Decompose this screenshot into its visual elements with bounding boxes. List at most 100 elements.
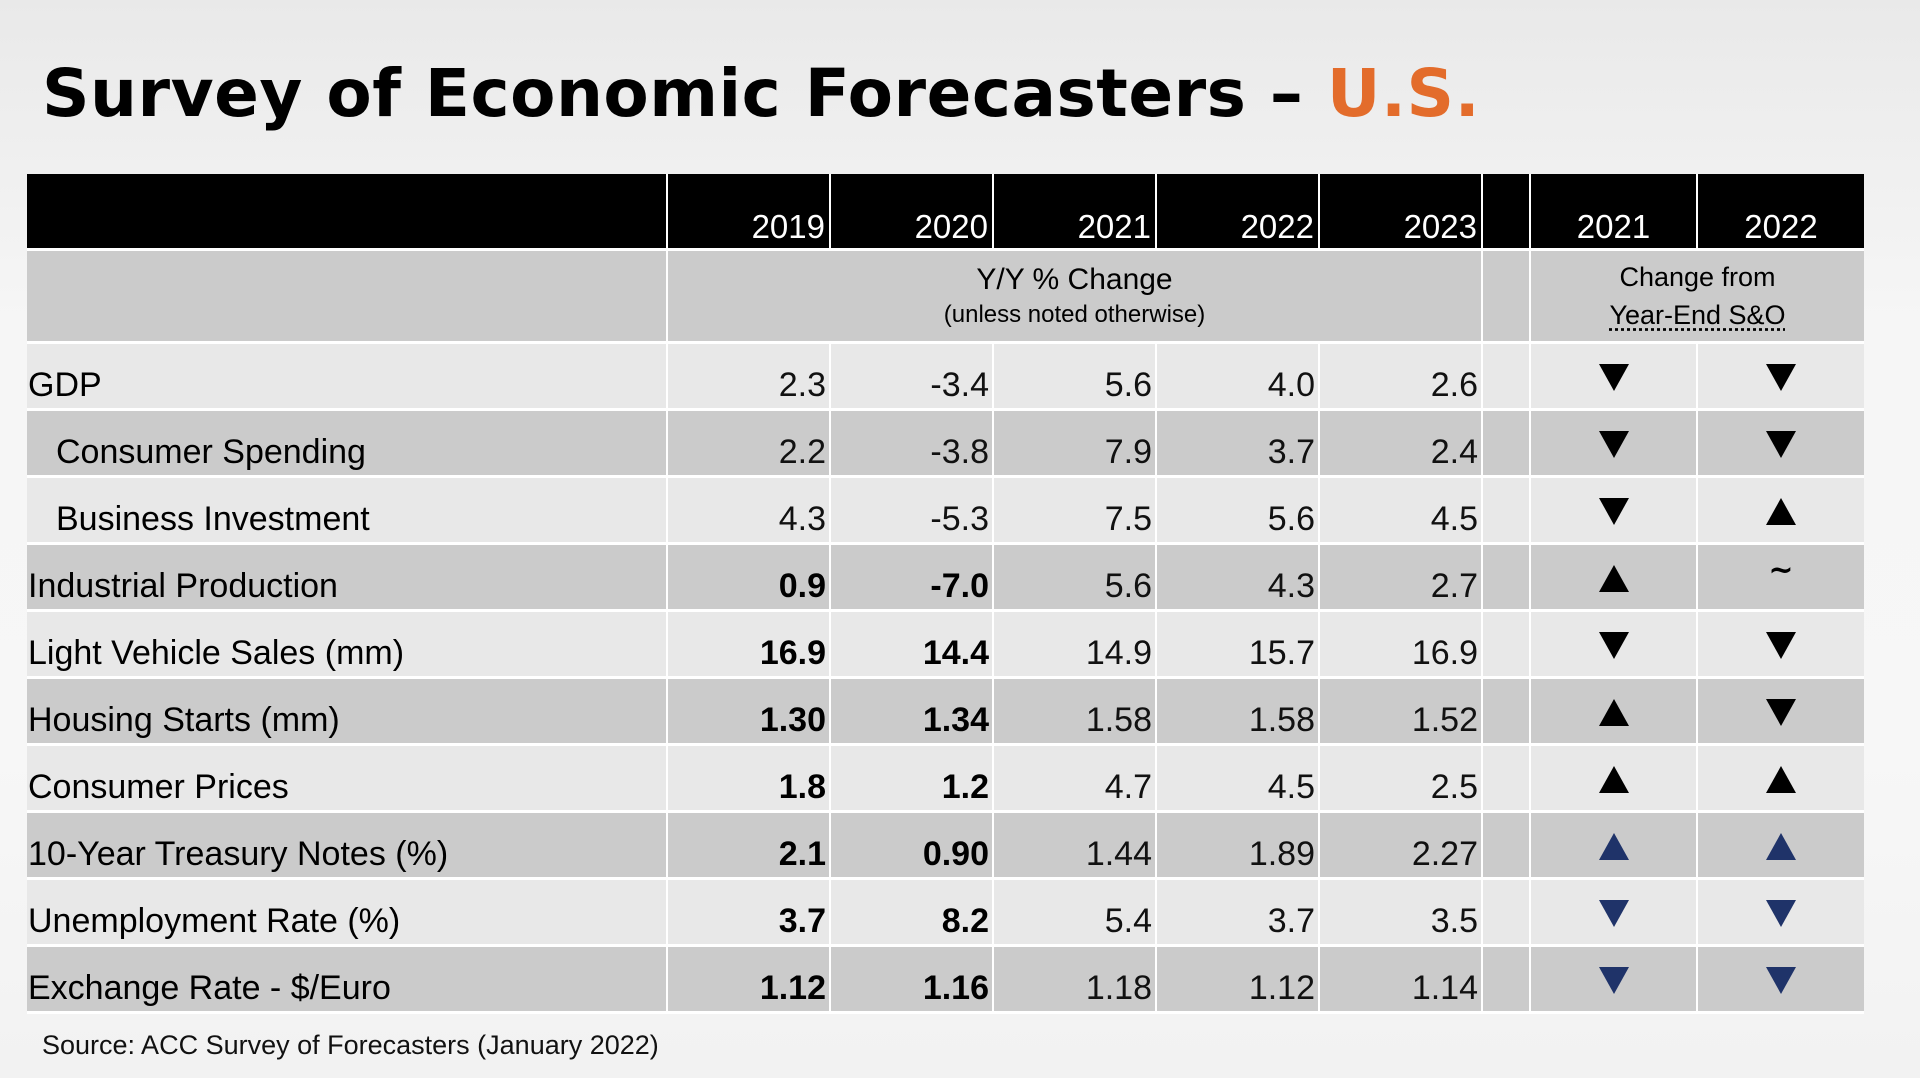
gap-cell (1481, 610, 1530, 679)
subheader-yy-change: Y/Y % Change (unless noted otherwise) (666, 249, 1482, 344)
value-2023: 2.27 (1318, 811, 1482, 880)
down-arrow-icon (1766, 699, 1796, 727)
value-2021: 5.6 (992, 543, 1156, 612)
value-2023: 1.14 (1318, 945, 1482, 1014)
page-title: Survey of Economic Forecasters – U.S. (42, 52, 1480, 136)
up-arrow-icon (1766, 766, 1796, 794)
row-label: Exchange Rate - $/Euro (27, 945, 667, 1014)
down-arrow-icon (1766, 900, 1796, 928)
header-label-cell (27, 174, 667, 251)
title-accent: U.S. (1326, 55, 1481, 132)
change-2022 (1696, 610, 1864, 679)
subheader-note: (unless noted otherwise) (943, 301, 1206, 328)
value-2022: 1.89 (1155, 811, 1319, 880)
change-2021 (1529, 409, 1697, 478)
value-2020: -7.0 (829, 543, 993, 612)
change-2022 (1696, 476, 1864, 545)
change-2022 (1696, 878, 1864, 947)
down-arrow-icon (1598, 498, 1629, 526)
value-2019: 2.3 (666, 342, 830, 411)
value-2019: 0.9 (666, 543, 830, 612)
up-arrow-icon (1598, 699, 1629, 727)
value-2023: 2.6 (1318, 342, 1482, 411)
change-2022 (1696, 677, 1864, 746)
gap-cell (1481, 878, 1530, 947)
table-row: Exchange Rate - $/Euro 1.12 1.16 1.18 1.… (27, 945, 1864, 1014)
down-arrow-icon (1598, 900, 1629, 928)
row-label: Industrial Production (27, 543, 667, 612)
header-year-2022: 2022 (1155, 174, 1319, 251)
down-arrow-icon (1766, 632, 1796, 660)
change-2021 (1529, 543, 1697, 612)
value-2023: 2.5 (1318, 744, 1482, 813)
gap-cell (1481, 811, 1530, 880)
value-2020: 14.4 (829, 610, 993, 679)
value-2021: 4.7 (992, 744, 1156, 813)
value-2021: 14.9 (992, 610, 1156, 679)
value-2021: 7.5 (992, 476, 1156, 545)
row-label: Consumer Spending (27, 409, 667, 478)
up-arrow-icon (1598, 565, 1629, 593)
table-row: Unemployment Rate (%) 3.7 8.2 5.4 3.7 3.… (27, 878, 1864, 947)
header-gap-cell (1481, 174, 1530, 251)
row-label: Unemployment Rate (%) (27, 878, 667, 947)
change-2021 (1529, 945, 1697, 1014)
down-arrow-icon (1766, 967, 1796, 995)
up-arrow-icon (1766, 833, 1796, 861)
value-2021: 7.9 (992, 409, 1156, 478)
change-2021 (1529, 476, 1697, 545)
gap-cell (1481, 677, 1530, 746)
value-2019: 1.12 (666, 945, 830, 1014)
table-row: Housing Starts (mm) 1.30 1.34 1.58 1.58 … (27, 677, 1864, 746)
value-2021: 1.18 (992, 945, 1156, 1014)
up-arrow-icon (1766, 498, 1796, 526)
value-2023: 2.4 (1318, 409, 1482, 478)
value-2020: 1.16 (829, 945, 993, 1014)
forecast-table: 2019 2020 2021 2022 2023 2021 2022 Y/Y %… (27, 174, 1864, 1014)
table-row: Light Vehicle Sales (mm) 16.9 14.4 14.9 … (27, 610, 1864, 679)
value-2021: 5.4 (992, 878, 1156, 947)
down-arrow-icon (1766, 431, 1796, 459)
value-2019: 2.1 (666, 811, 830, 880)
value-2021: 1.44 (992, 811, 1156, 880)
subheader-change-line1: Change from (1619, 262, 1776, 292)
change-2021 (1529, 610, 1697, 679)
header-year-2019: 2019 (666, 174, 830, 251)
row-label: Light Vehicle Sales (mm) (27, 610, 667, 679)
row-label: GDP (27, 342, 667, 411)
value-2019: 16.9 (666, 610, 830, 679)
gap-cell (1481, 342, 1530, 411)
change-2021 (1529, 342, 1697, 411)
value-2022: 4.5 (1155, 744, 1319, 813)
value-2019: 1.8 (666, 744, 830, 813)
no-change-icon: ~ (1768, 552, 1794, 588)
down-arrow-icon (1766, 364, 1796, 392)
value-2023: 1.52 (1318, 677, 1482, 746)
down-arrow-icon (1598, 632, 1629, 660)
value-2019: 4.3 (666, 476, 830, 545)
row-label: 10-Year Treasury Notes (%) (27, 811, 667, 880)
value-2020: 0.90 (829, 811, 993, 880)
value-2022: 1.12 (1155, 945, 1319, 1014)
value-2022: 5.6 (1155, 476, 1319, 545)
value-2020: 8.2 (829, 878, 993, 947)
source-note: Source: ACC Survey of Forecasters (Janua… (42, 1030, 659, 1060)
gap-cell (1481, 409, 1530, 478)
change-2022: ~ (1696, 543, 1864, 612)
header-year-2023: 2023 (1318, 174, 1482, 251)
change-2022 (1696, 342, 1864, 411)
table-row: GDP 2.3 -3.4 5.6 4.0 2.6 (27, 342, 1864, 411)
subheader-change: Change from Year-End S&O (1529, 249, 1864, 344)
change-2022 (1696, 409, 1864, 478)
value-2020: -3.4 (829, 342, 993, 411)
value-2022: 4.3 (1155, 543, 1319, 612)
subheader-label-cell (27, 249, 667, 344)
table-row: Industrial Production 0.9 -7.0 5.6 4.3 2… (27, 543, 1864, 612)
subheader-row: Y/Y % Change (unless noted otherwise) Ch… (27, 249, 1864, 344)
table-row: Consumer Spending 2.2 -3.8 7.9 3.7 2.4 (27, 409, 1864, 478)
up-arrow-icon (1598, 766, 1629, 794)
gap-cell (1481, 543, 1530, 612)
row-label: Business Investment (27, 476, 667, 545)
header-change-year-2021: 2021 (1529, 174, 1697, 251)
value-2023: 3.5 (1318, 878, 1482, 947)
